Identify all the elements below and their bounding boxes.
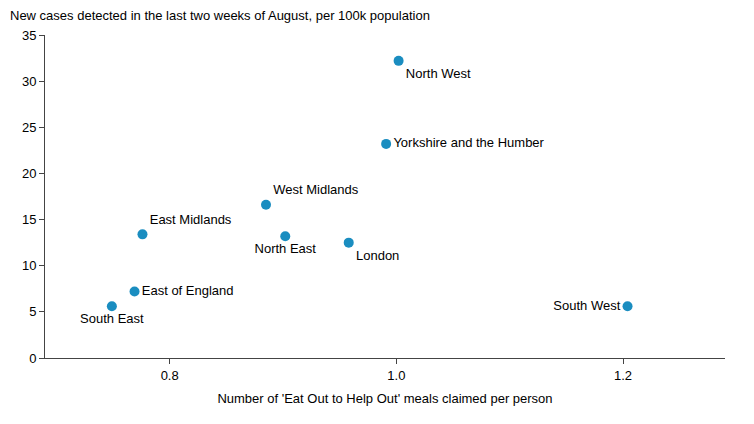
svg-text:West Midlands: West Midlands [273, 182, 359, 197]
svg-text:35: 35 [22, 28, 36, 43]
svg-text:North West: North West [406, 66, 471, 81]
svg-text:25: 25 [22, 120, 36, 135]
svg-text:New cases detected in the last: New cases detected in the last two weeks… [10, 8, 430, 23]
svg-text:Number of 'Eat Out to Help Out: Number of 'Eat Out to Help Out' meals cl… [217, 391, 552, 406]
svg-text:10: 10 [22, 258, 36, 273]
svg-text:20: 20 [22, 166, 36, 181]
svg-text:East of England: East of England [142, 283, 234, 298]
svg-text:15: 15 [22, 212, 36, 227]
svg-text:South West: South West [553, 298, 620, 313]
svg-text:North East: North East [255, 241, 317, 256]
svg-text:0: 0 [29, 351, 36, 366]
svg-text:East Midlands: East Midlands [150, 212, 232, 227]
svg-text:South East: South East [80, 311, 144, 326]
svg-text:Yorkshire and the Humber: Yorkshire and the Humber [393, 135, 544, 150]
svg-text:30: 30 [22, 74, 36, 89]
svg-text:0.8: 0.8 [161, 368, 179, 383]
svg-text:5: 5 [29, 304, 36, 319]
svg-text:1.2: 1.2 [614, 368, 632, 383]
svg-text:1.0: 1.0 [387, 368, 405, 383]
svg-text:London: London [356, 248, 399, 263]
